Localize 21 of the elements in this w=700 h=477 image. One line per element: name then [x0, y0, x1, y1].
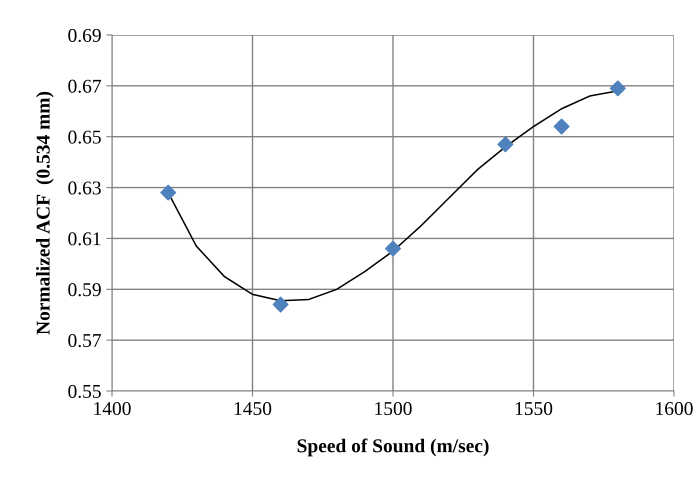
x-tick-label: 1500 — [375, 402, 412, 416]
x-tick-label: 1450 — [234, 402, 272, 416]
y-tick-label: 0.63 — [68, 181, 101, 195]
y-tick-label: 0.61 — [68, 232, 100, 246]
y-tick-label: 0.65 — [68, 130, 101, 144]
x-axis-title: Speed of Sound (m/sec) — [298, 438, 489, 456]
y-tick-label: 0.69 — [68, 28, 101, 42]
y-tick-label: 0.57 — [68, 334, 102, 348]
point — [554, 118, 570, 135]
point — [610, 80, 626, 96]
x-tick-label: 1400 — [94, 402, 131, 416]
y-tick-label: 0.59 — [68, 283, 101, 296]
x-tick-label: 1600 — [656, 402, 693, 416]
point — [385, 240, 401, 257]
x-tick-label: 1550 — [516, 402, 552, 416]
y-tick-label: 0.55 — [68, 384, 101, 398]
y-axis-title: Normalized ACF (0.534 mm) — [36, 92, 54, 335]
y-tick-label: 0.67 — [68, 80, 102, 93]
point — [497, 136, 514, 152]
point — [272, 296, 289, 313]
point — [160, 184, 176, 201]
